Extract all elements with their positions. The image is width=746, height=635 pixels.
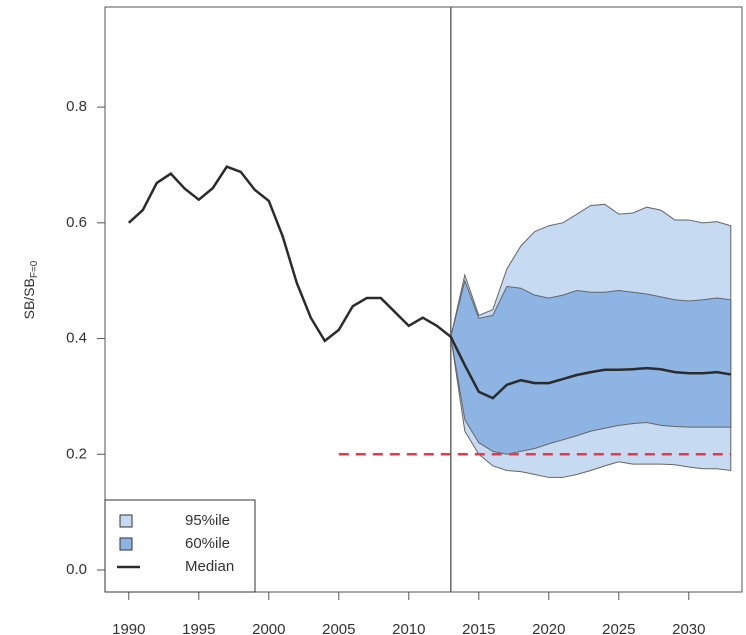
legend-label: 95%ile: [185, 512, 230, 529]
x-tick-label: 2005: [322, 621, 355, 635]
y-tick-label: 0.4: [66, 330, 87, 347]
x-tick-label: 1990: [112, 621, 145, 635]
y-tick-label: 0.8: [66, 98, 87, 115]
legend-swatch: [119, 514, 133, 528]
x-tick-label: 2025: [602, 621, 635, 635]
y-tick-label: 0.6: [66, 214, 87, 231]
y-tick-label: 0.2: [66, 445, 87, 462]
legend-label: 60%ile: [185, 535, 230, 552]
y-axis-label-sub: F=0: [29, 260, 40, 278]
band: [450, 279, 732, 455]
x-tick-label: 2030: [672, 621, 705, 635]
x-tick-label: 2015: [462, 621, 495, 635]
x-tick-label: 2020: [532, 621, 565, 635]
plot-frame: [104, 6, 743, 593]
x-tick-label: 2010: [392, 621, 425, 635]
y-axis-label: SB/SBF=0: [21, 260, 40, 319]
median-line: [127, 165, 732, 400]
y-tick-label: 0.0: [66, 561, 87, 578]
legend: 95%ile 60%ile Median: [104, 499, 256, 593]
legend-swatch: [119, 537, 133, 551]
x-tick-label: 1995: [182, 621, 215, 635]
x-tick-label: 2000: [252, 621, 285, 635]
legend-label: Median: [185, 558, 234, 575]
y-axis-label-main: SB/SB: [21, 278, 37, 319]
